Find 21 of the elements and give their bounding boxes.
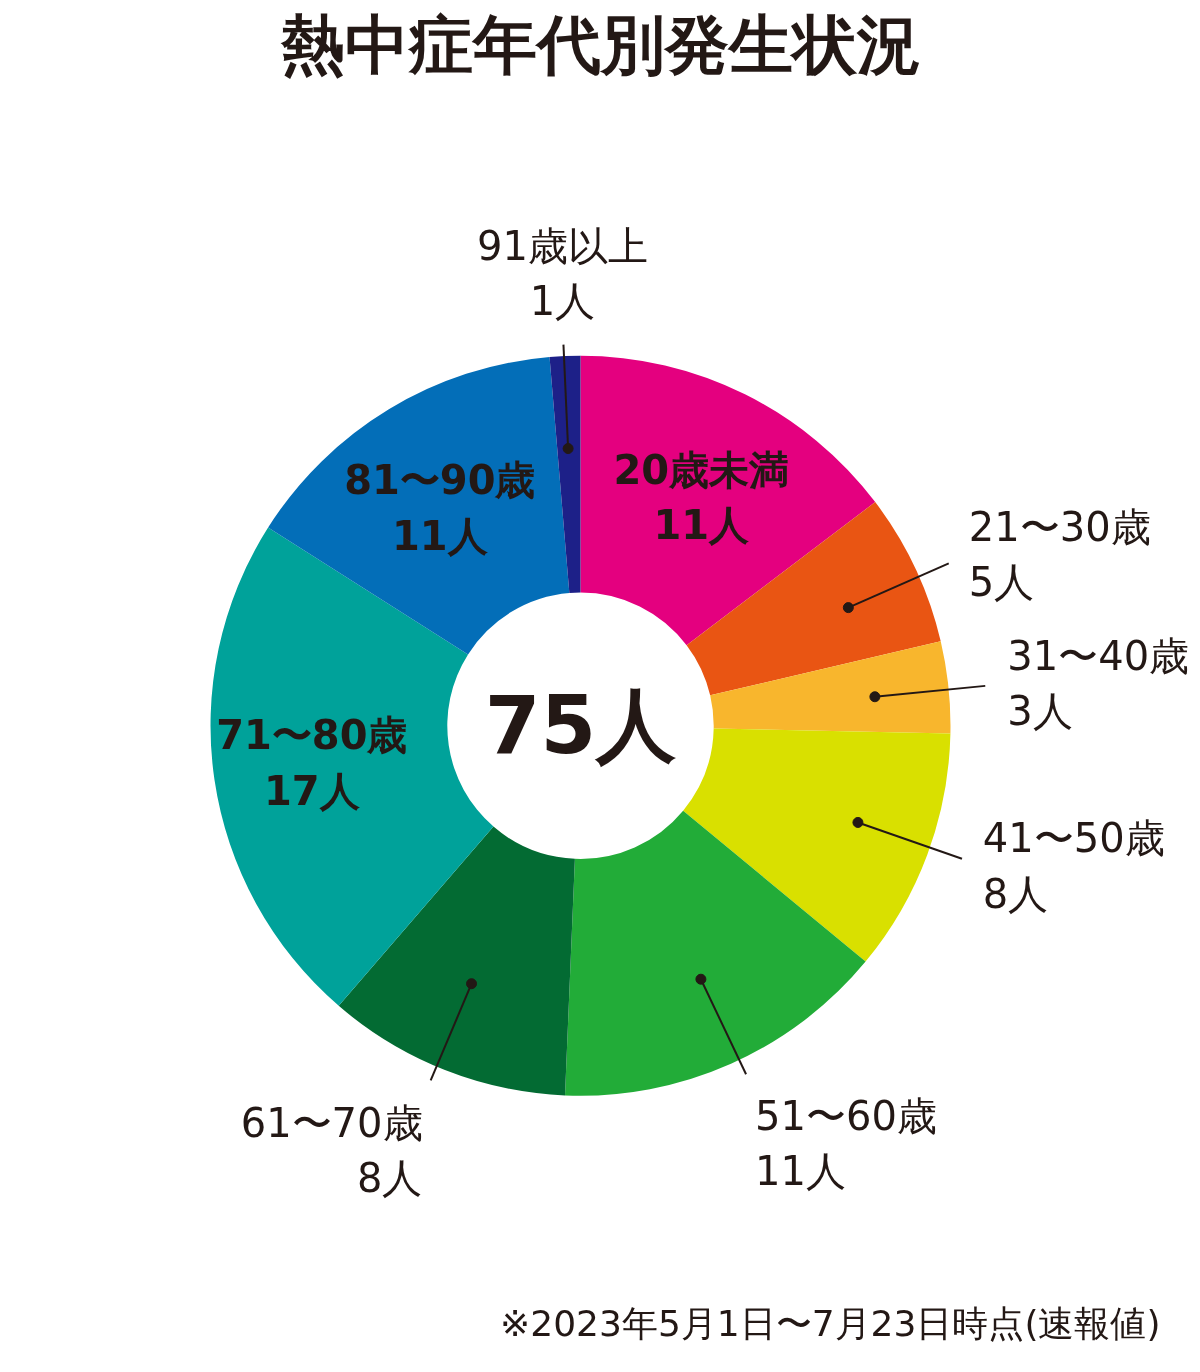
slice-label: 61〜70歳 — [240, 1099, 423, 1146]
slice-label: 91歳以上 — [477, 222, 648, 269]
slice-label: 20歳未満 — [613, 447, 790, 494]
data-label: 8人 — [357, 1155, 423, 1201]
slice-label: 51〜60歳 — [755, 1093, 937, 1140]
data-label: 17人 — [263, 767, 361, 814]
slice-label: 41〜50歳 — [982, 815, 1165, 862]
data-label: 8人 — [982, 870, 1049, 917]
chart-title: 熱中症年代別発生状況 — [279, 7, 921, 82]
slice-label: 71〜80歳 — [216, 712, 408, 759]
text: 75人 — [484, 679, 677, 773]
slice-label: 31〜40歳 — [1007, 633, 1190, 680]
slice-label: 81〜90歳 — [344, 457, 536, 504]
data-label: 1人 — [529, 277, 596, 324]
data-label: 11人 — [755, 1148, 846, 1195]
data-label: 3人 — [1007, 688, 1073, 735]
data-label: 5人 — [968, 559, 1035, 606]
text: ※2023年5月1日〜7月23日時点(速報値) — [500, 1303, 1161, 1345]
data-label: 11人 — [391, 512, 489, 559]
slice-label: 21〜30歳 — [968, 503, 1151, 550]
data-label: 11人 — [653, 502, 751, 549]
